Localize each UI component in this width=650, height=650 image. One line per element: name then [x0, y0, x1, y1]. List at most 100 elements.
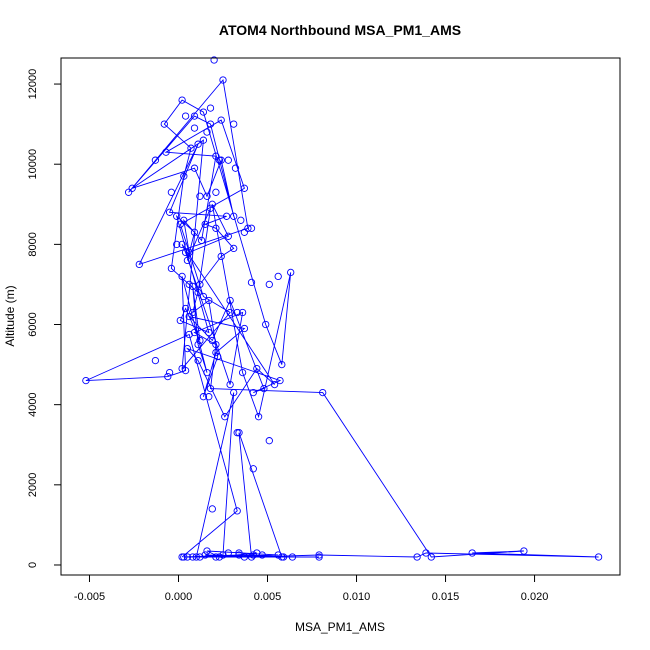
data-point	[237, 216, 245, 224]
data-point	[203, 368, 211, 377]
data-point	[247, 278, 256, 287]
data-point	[160, 120, 168, 128]
data-point	[230, 388, 238, 397]
data-point	[249, 551, 257, 559]
y-axis-label: Altitude (m)	[3, 285, 17, 346]
data-point	[196, 280, 204, 289]
data-point	[208, 336, 216, 345]
data-point	[240, 184, 249, 192]
data-point	[212, 553, 220, 561]
data-point	[226, 380, 234, 389]
data-point	[185, 248, 193, 257]
data-point	[180, 553, 188, 561]
data-point	[178, 96, 186, 104]
x-tick-label: 0.015	[432, 591, 460, 603]
data-point	[276, 376, 284, 385]
data-point	[199, 136, 208, 144]
data-point	[217, 116, 225, 124]
data-point	[215, 156, 224, 164]
x-axis-label: MSA_PM1_AMS	[295, 620, 385, 634]
y-tick-label: 6000	[27, 312, 39, 336]
data-point	[181, 304, 190, 313]
data-point	[199, 292, 208, 301]
data-point	[196, 192, 204, 200]
data-point	[215, 553, 224, 561]
data-point	[205, 393, 213, 401]
data-point	[212, 188, 220, 196]
data-point	[206, 204, 215, 212]
data-point	[233, 507, 241, 515]
data-point	[230, 212, 238, 220]
data-point	[253, 364, 261, 373]
data-point	[183, 344, 192, 353]
data-point	[181, 366, 190, 375]
series-line	[85, 78, 599, 558]
data-point	[224, 232, 232, 240]
data-point	[315, 551, 323, 559]
plot-area	[82, 56, 603, 561]
data-point	[520, 547, 528, 555]
data-point	[249, 388, 257, 397]
data-point	[151, 156, 160, 164]
data-point	[238, 308, 247, 317]
data-point	[190, 124, 199, 132]
data-point	[422, 549, 430, 557]
data-point	[190, 228, 199, 236]
data-point	[176, 316, 184, 325]
data-point	[205, 328, 213, 337]
data-point	[180, 172, 188, 180]
data-point	[270, 380, 279, 389]
data-point	[203, 192, 211, 200]
data-point	[427, 553, 435, 561]
data-point	[165, 208, 174, 216]
data-point	[128, 184, 136, 192]
data-point	[249, 465, 257, 473]
data-point	[205, 296, 213, 305]
data-point	[189, 282, 197, 291]
data-point	[178, 272, 186, 281]
data-point	[212, 224, 220, 232]
data-point	[217, 156, 225, 164]
data-point	[190, 164, 199, 172]
data-point	[260, 384, 268, 393]
x-tick-label: 0.020	[521, 591, 549, 603]
data-point	[214, 352, 222, 361]
y-tick-label: 2000	[27, 473, 39, 497]
data-point	[274, 551, 282, 559]
data-point	[212, 340, 220, 349]
y-tick-label: 10000	[27, 149, 39, 180]
data-point	[219, 76, 227, 84]
data-point	[262, 320, 270, 329]
data-point	[468, 549, 476, 557]
data-point	[185, 280, 193, 289]
data-point	[231, 164, 240, 172]
data-point	[194, 288, 202, 297]
data-point	[254, 413, 263, 421]
data-point	[279, 553, 288, 561]
x-tick-label: -0.005	[74, 591, 105, 603]
data-point	[176, 220, 184, 228]
data-point	[230, 244, 238, 253]
data-point	[203, 547, 211, 555]
y-axis: 0 2000 4000 6000 8000 10000 12000	[27, 69, 62, 568]
x-tick-label: 0.010	[343, 591, 371, 603]
data-point	[240, 228, 249, 236]
y-tick-label: 12000	[27, 69, 39, 100]
data-point	[196, 553, 204, 561]
data-point	[206, 384, 215, 393]
data-point	[167, 264, 176, 273]
data-point	[178, 240, 186, 249]
data-point	[265, 280, 273, 289]
data-point	[226, 296, 234, 305]
data-point	[173, 212, 181, 220]
data-point	[288, 553, 297, 561]
data-point	[151, 356, 160, 365]
data-point	[247, 224, 256, 232]
data-point	[194, 140, 202, 148]
data-point	[199, 108, 208, 116]
data-point	[203, 128, 211, 136]
chart-title: ATOM4 Northbound MSA_PM1_AMS	[219, 22, 461, 38]
data-point	[196, 336, 204, 345]
data-point	[212, 348, 220, 357]
data-point	[233, 429, 241, 437]
